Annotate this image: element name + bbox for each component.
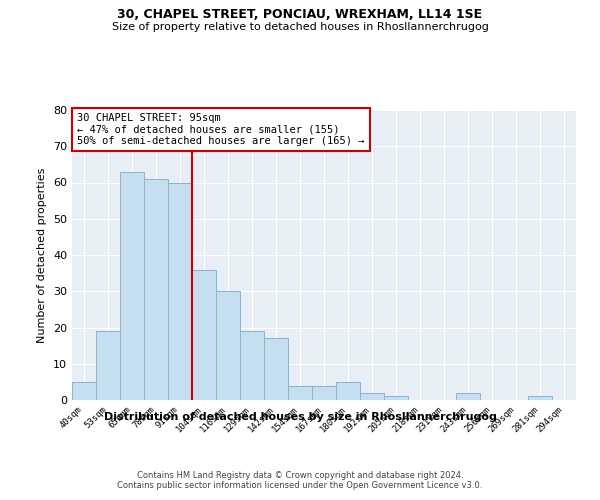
Bar — [192, 270, 216, 400]
Bar — [144, 179, 168, 400]
Bar — [120, 172, 144, 400]
Text: 30, CHAPEL STREET, PONCIAU, WREXHAM, LL14 1SE: 30, CHAPEL STREET, PONCIAU, WREXHAM, LL1… — [118, 8, 482, 20]
Bar — [528, 396, 552, 400]
Bar — [456, 393, 480, 400]
Bar — [216, 291, 240, 400]
Text: Contains HM Land Registry data © Crown copyright and database right 2024.
Contai: Contains HM Land Registry data © Crown c… — [118, 470, 482, 490]
Y-axis label: Number of detached properties: Number of detached properties — [37, 168, 47, 342]
Bar — [312, 386, 336, 400]
Bar — [240, 331, 264, 400]
Text: Distribution of detached houses by size in Rhosllannerchrugog: Distribution of detached houses by size … — [104, 412, 496, 422]
Bar — [96, 331, 120, 400]
Bar — [336, 382, 360, 400]
Bar — [264, 338, 288, 400]
Bar — [168, 182, 192, 400]
Bar — [384, 396, 408, 400]
Bar — [360, 393, 384, 400]
Text: 30 CHAPEL STREET: 95sqm
← 47% of detached houses are smaller (155)
50% of semi-d: 30 CHAPEL STREET: 95sqm ← 47% of detache… — [77, 113, 365, 146]
Bar — [72, 382, 96, 400]
Bar — [288, 386, 312, 400]
Text: Size of property relative to detached houses in Rhosllannerchrugog: Size of property relative to detached ho… — [112, 22, 488, 32]
